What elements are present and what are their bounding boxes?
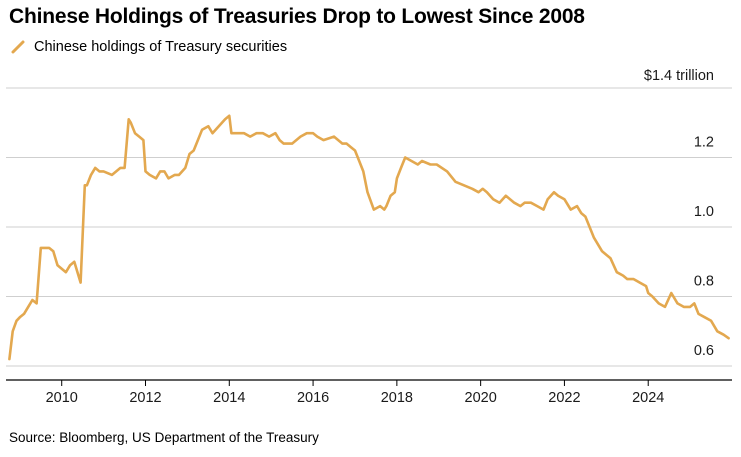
gridlines (6, 87, 732, 367)
y-tick-labels: 0.6 0.8 1.0 1.2 $1.4 trillion (644, 68, 714, 359)
x-tick-label: 2010 (46, 390, 78, 406)
x-tick-label: 2016 (297, 390, 329, 406)
x-tick-label: 2014 (213, 390, 245, 406)
legend: Chinese holdings of Treasury securities (10, 37, 287, 57)
y-tick-label: $1.4 trillion (644, 68, 714, 84)
x-tick-labels: 2010 2012 2014 2016 2018 2020 2022 2024 (46, 390, 665, 406)
y-tick-label: 1.0 (694, 204, 714, 220)
x-tick-label: 2018 (381, 390, 413, 406)
legend-label: Chinese holdings of Treasury securities (34, 39, 288, 55)
source-note: Source: Bloomberg, US Department of the … (9, 430, 319, 445)
x-tick-label: 2022 (548, 390, 580, 406)
chart-title: Chinese Holdings of Treasuries Drop to L… (9, 5, 585, 28)
x-axis (6, 379, 732, 386)
y-tick-label: 0.6 (694, 343, 714, 359)
y-tick-label: 0.8 (694, 274, 714, 290)
x-tick-label: 2020 (465, 390, 497, 406)
x-tick-label: 2012 (129, 390, 161, 406)
series-line (8, 114, 730, 361)
series-layer (8, 114, 730, 361)
legend-line-icon (11, 40, 25, 54)
x-tick-label: 2024 (632, 390, 664, 406)
y-tick-label: 1.2 (694, 135, 714, 151)
